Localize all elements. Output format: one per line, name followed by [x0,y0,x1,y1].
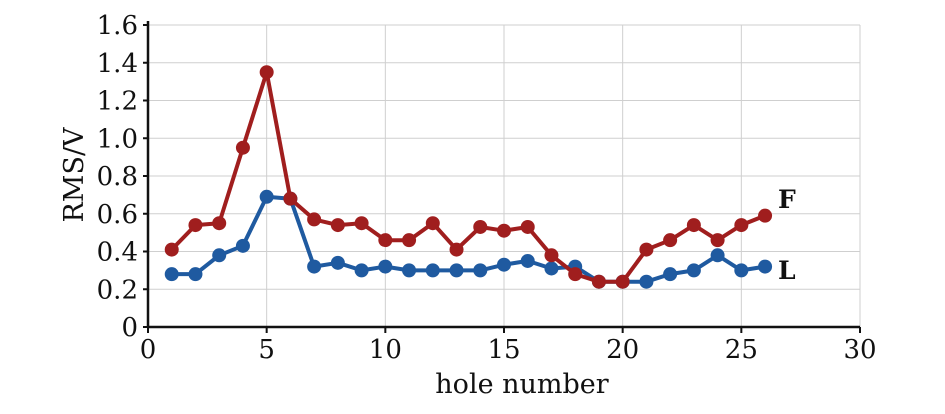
data-point-f [378,233,393,248]
data-point-f [734,218,749,233]
data-point-f [591,274,606,289]
y-tick-label: 1.2 [97,87,138,117]
data-point-f [402,233,417,248]
data-point-f [758,208,773,223]
series-label-l: L [778,256,796,285]
data-point-f [544,248,559,263]
y-axis-label: RMS/V [59,127,90,223]
data-point-l [520,253,535,268]
y-tick-label: 0.8 [97,162,138,192]
x-tick-label: 0 [140,335,157,365]
data-point-l [402,263,417,278]
x-tick-label: 25 [725,335,758,365]
y-tick-label: 1.0 [97,124,138,154]
data-point-f [497,223,511,238]
y-tick-label: 1.4 [97,49,138,79]
axes [143,21,861,333]
y-tick-label: 0.2 [97,275,138,305]
data-point-l [307,259,322,274]
data-point-l [686,263,701,278]
x-tick-label: 15 [487,335,520,365]
x-tick-labels: 0 5 10 15 20 25 30 [140,335,877,365]
y-tick-label: 0.6 [97,200,138,230]
data-point-f [663,233,678,248]
grid [148,24,861,327]
data-point-f [212,216,227,231]
x-tick-label: 20 [606,335,639,365]
data-point-l [734,263,749,278]
data-point-f [188,218,203,233]
data-point-f [639,242,654,257]
data-point-l [235,238,250,253]
data-point-l [259,189,274,204]
x-axis-label: hole number [435,369,608,400]
data-point-l [497,257,511,272]
data-point-f [473,219,488,234]
x-tick-label: 5 [258,335,275,365]
data-point-l [188,267,203,282]
data-point-f [568,267,583,282]
data-point-l [164,267,179,282]
data-point-f [283,191,298,206]
data-point-l [639,274,654,289]
series-layer [164,65,773,289]
data-point-l [378,259,393,274]
series-line-f [170,70,766,284]
y-tick-label: 0 [121,313,138,343]
x-tick-label: 10 [369,335,402,365]
data-point-f [307,212,322,227]
data-point-l [544,261,559,276]
data-point-f [330,218,345,233]
data-point-f [259,65,274,80]
data-point-l [425,263,440,278]
y-tick-label: 1.6 [97,11,138,41]
series-label-f: F [778,185,796,214]
data-point-f [710,233,725,248]
data-point-f [354,216,369,231]
data-point-l [449,263,464,278]
y-tick-labels: 0 0.2 0.4 0.6 0.8 1.0 1.2 1.4 1.6 [97,11,138,343]
data-point-l [212,248,227,263]
data-point-l [710,248,725,263]
data-point-f [164,242,179,257]
data-point-f [615,274,630,289]
y-tick-label: 0.4 [97,238,138,268]
data-point-f [686,218,701,233]
data-point-f [449,242,464,257]
data-point-l [330,255,345,270]
data-point-f [235,140,250,155]
data-point-f [520,219,535,234]
data-point-l [354,263,369,278]
data-point-l [663,267,678,282]
data-point-l [473,263,488,278]
x-tick-label: 30 [843,335,876,365]
data-point-l [758,259,773,274]
data-point-f [425,216,440,231]
